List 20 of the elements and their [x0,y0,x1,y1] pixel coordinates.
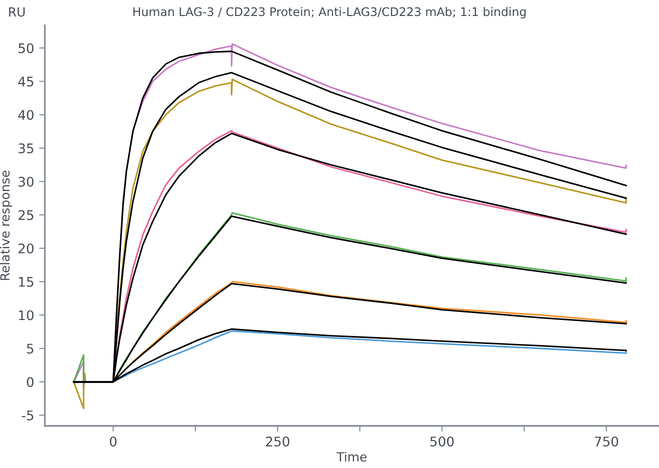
y-tick-label: 25 [18,210,34,220]
x-tick-label: 750 [594,436,618,447]
x-axis-title: Time [336,452,367,462]
y-tick-label: 35 [18,143,34,154]
text: RU [9,7,25,17]
y-tick-label: 30 [18,176,34,187]
y-tick-label: 45 [18,76,34,87]
y-tick-label: 50 [18,43,34,54]
y-tick-label: 0 [26,377,34,388]
y-tick-label: 40 [18,110,34,120]
x-tick-label: 250 [266,436,290,447]
chart-title: Human LAG-3 / CD223 Protein; Anti-LAG3/CD223 mAb; 1:1 binding [133,7,526,18]
y-tick-label: 10 [19,310,34,320]
x-tick-label: 0 [110,436,117,447]
y-tick-label: 5 [27,344,34,354]
y-tick-label: 20 [18,243,34,254]
y-axis-title: Relative response [0,170,12,280]
x-tick-label: 500 [430,436,454,447]
y-tick-label: 15 [19,277,34,287]
y-tick-label: -5 [22,410,34,420]
